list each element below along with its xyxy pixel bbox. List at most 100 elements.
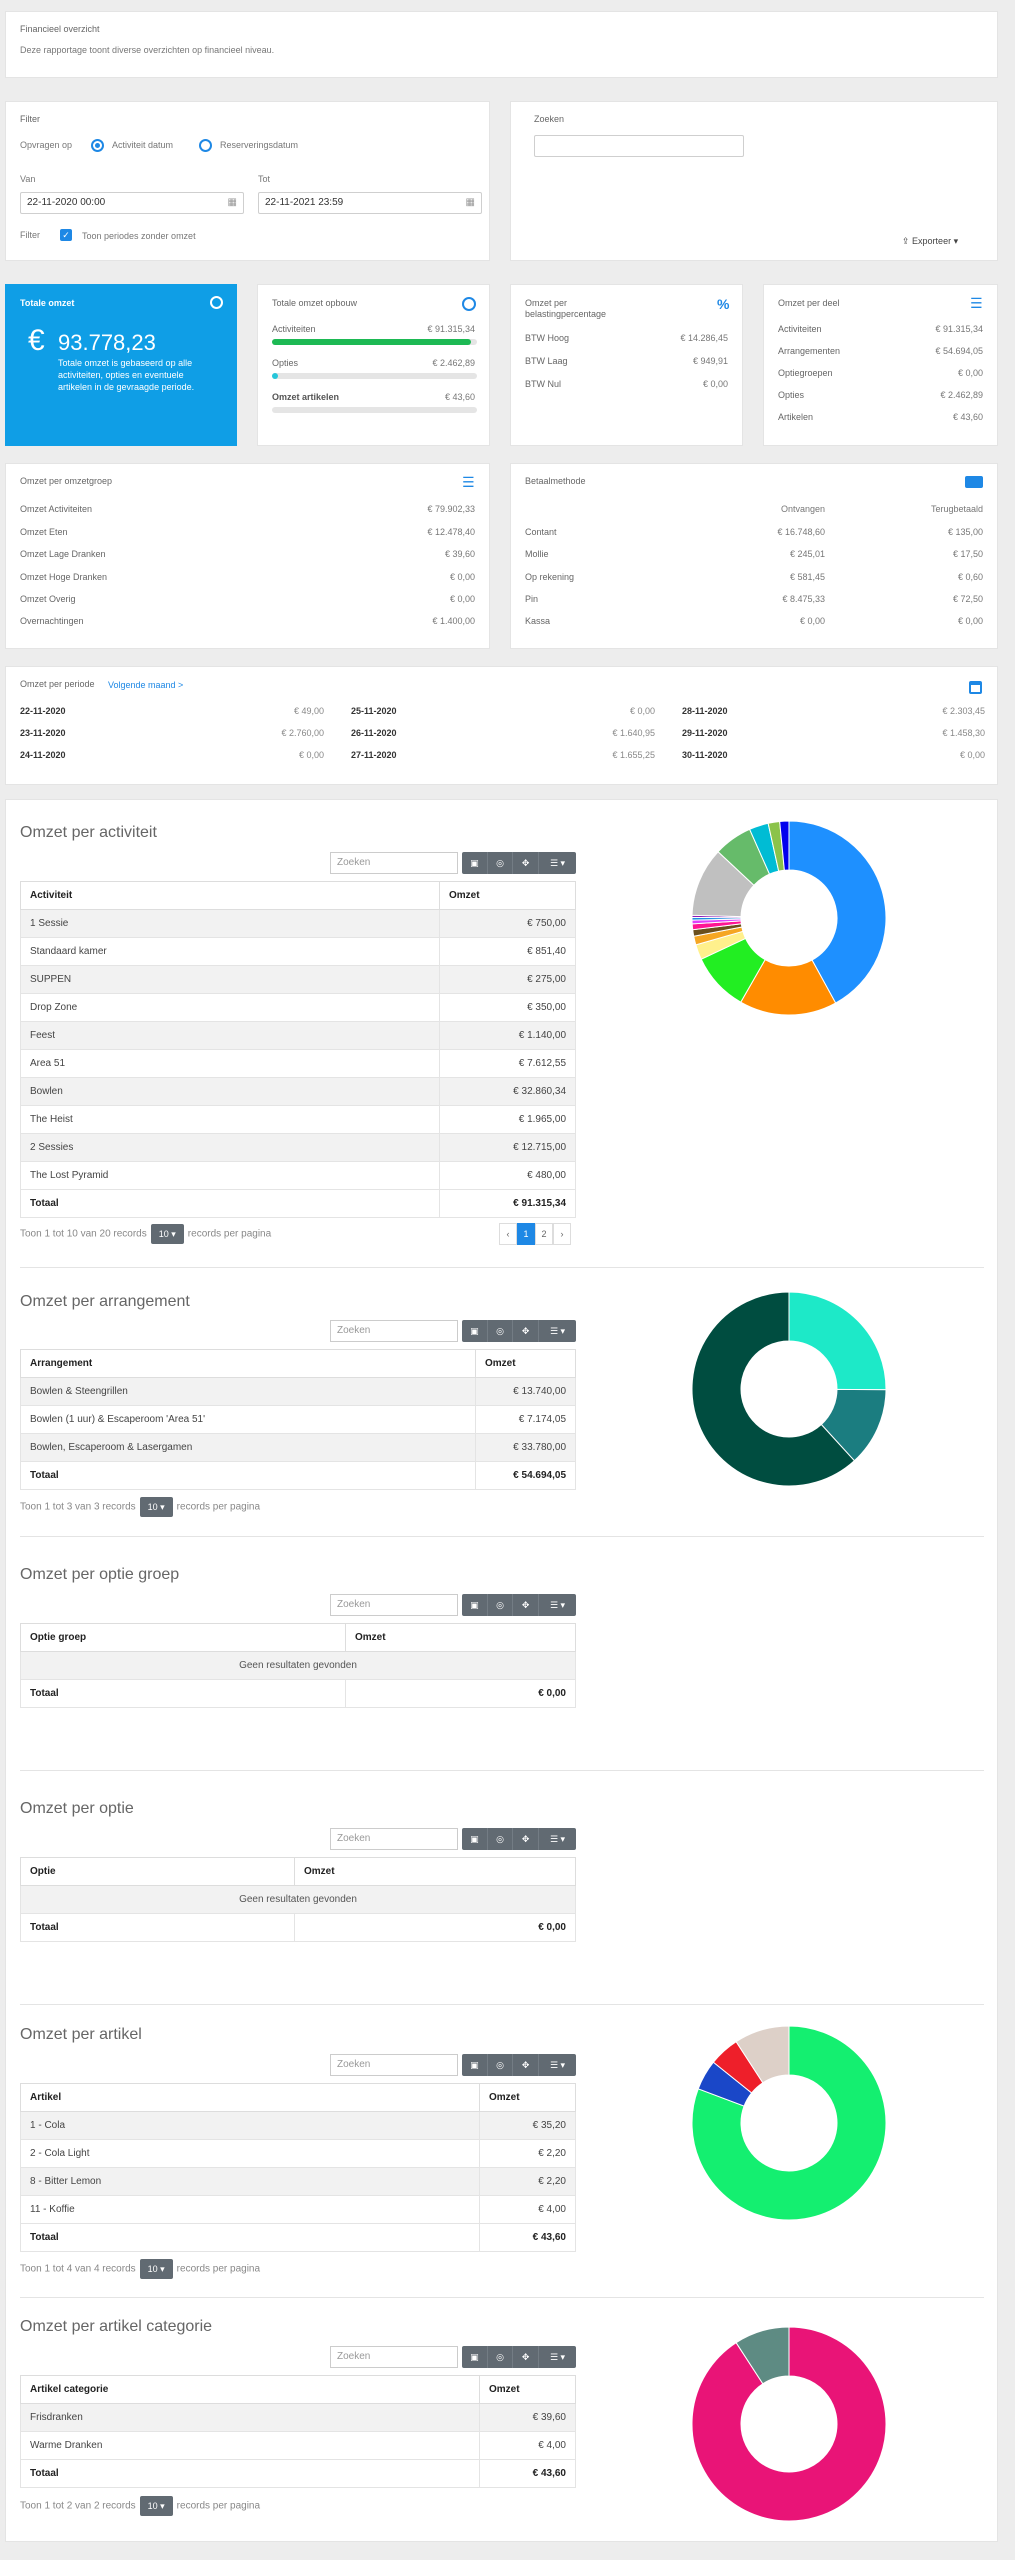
section-title: Omzet per artikel [20,2026,142,2043]
table-search-input[interactable]: Zoeken [330,1320,458,1342]
period-date: 25-11-2020 [351,706,397,716]
column-header[interactable]: Artikel [20,2083,480,2112]
cell-name: Warme Dranken [20,2431,480,2460]
total-revenue-label: Totale omzet [20,298,75,308]
column-header[interactable]: Omzet [345,1623,576,1652]
column-header[interactable]: Optie groep [20,1623,346,1652]
move-icon[interactable]: ✥ [513,2346,540,2368]
page-prev[interactable]: ‹ [499,1223,517,1245]
column-header[interactable]: Arrangement [20,1349,476,1378]
table-row: Bowlen € 32.860,34 [20,1077,576,1106]
table-search-input[interactable]: Zoeken [330,2346,458,2368]
copy-icon[interactable]: ▣ [462,2346,488,2368]
article-donut-chart [691,2025,887,2221]
column-header[interactable]: Omzet [475,1349,576,1378]
chart-slice[interactable] [735,2326,790,2385]
move-icon[interactable]: ✥ [513,2054,540,2076]
move-icon[interactable]: ✥ [513,1320,540,1342]
copy-icon[interactable]: ▣ [462,1828,488,1850]
tax-label: BTW Laag [525,356,568,366]
show-empty-periods-checkbox[interactable]: ✓ [60,229,72,241]
move-icon[interactable]: ✥ [513,1828,540,1850]
visibility-icon[interactable]: ◎ [488,2346,514,2368]
period-date: 29-11-2020 [682,728,728,738]
cell-name: 8 - Bitter Lemon [20,2167,480,2196]
period-date: 30-11-2020 [682,750,728,760]
visibility-icon[interactable]: ◎ [488,2054,514,2076]
columns-menu-icon[interactable]: ☰ ▾ [549,858,566,868]
total-label: Totaal [20,1189,440,1218]
export-icon: ⇪ [902,236,913,246]
total-label: Totaal [20,2223,480,2252]
cell-name: 1 - Cola [20,2111,480,2140]
total-label: Totaal [20,1679,346,1708]
progress-bar [272,339,477,345]
table-search-input[interactable]: Zoeken [330,2054,458,2076]
columns-menu-icon[interactable]: ☰ ▾ [549,2060,566,2070]
chart-slice[interactable] [788,820,887,1004]
reports-card: Omzet per activiteit Zoeken ▣ ◎ ✥ ☰ ▾ Activ… [5,799,998,2542]
chart-slice[interactable] [691,1291,856,1487]
chart-slice[interactable] [788,1291,887,1391]
chart-slice[interactable] [779,820,790,871]
page-length-select[interactable]: 10 ▾ [139,1497,173,1517]
columns-menu-icon[interactable]: ☰ ▾ [549,1600,566,1610]
from-date-input[interactable]: 22-11-2020 00:00 ▦ [20,192,244,214]
period-value: € 2.303,45 [942,706,985,716]
page-length-select[interactable]: 10 ▾ [139,2496,173,2516]
column-header[interactable]: Optie [20,1857,295,1886]
copy-icon[interactable]: ▣ [462,1594,488,1616]
visibility-icon[interactable]: ◎ [488,1320,514,1342]
copy-icon[interactable]: ▣ [462,1320,488,1342]
cell-name: The Lost Pyramid [20,1161,440,1190]
calendar-icon: ▦ [465,197,475,208]
export-button[interactable]: ⇪ Exporteer ▾ [902,236,959,246]
page-next[interactable]: › [553,1223,571,1245]
move-icon[interactable]: ✥ [513,852,540,874]
radio-activity-date[interactable] [91,139,104,152]
radio-reservation-date[interactable] [199,139,212,152]
column-header[interactable]: Omzet [479,2083,576,2112]
chart-slice[interactable] [691,2025,887,2221]
breakdown-label: Omzet artikelen [272,392,340,402]
chart-slice[interactable] [691,2326,887,2522]
copy-icon[interactable]: ▣ [462,2054,488,2076]
to-date-input[interactable]: 22-11-2021 23:59 ▦ [258,192,482,214]
next-month-link[interactable]: Volgende maand > [108,680,184,690]
page-2[interactable]: 2 [535,1223,553,1245]
page-length-select[interactable]: 10 ▾ [139,2259,173,2279]
column-header[interactable]: Omzet [294,1857,576,1886]
group-label: Omzet Eten [20,527,68,537]
table-search-input[interactable]: Zoeken [330,1594,458,1616]
search-title: Zoeken [534,114,565,124]
cell-value: € 12.715,00 [439,1133,576,1162]
columns-menu-icon[interactable]: ☰ ▾ [549,1326,566,1336]
column-header[interactable]: Omzet [479,2375,576,2404]
part-value: € 2.462,89 [940,390,983,400]
calendar-icon[interactable] [969,681,982,694]
table-search-input[interactable]: Zoeken [330,852,458,874]
visibility-icon[interactable]: ◎ [488,1594,514,1616]
period-date: 28-11-2020 [682,706,728,716]
move-icon[interactable]: ✥ [513,1594,540,1616]
page-length-select[interactable]: 10 ▾ [150,1224,184,1244]
chart-slice[interactable] [735,2025,790,2084]
tax-rate-card: Omzet per belastingpercentage % BTW Hoog… [510,284,743,446]
columns-menu-icon[interactable]: ☰ ▾ [549,1834,566,1844]
copy-icon[interactable]: ▣ [462,852,488,874]
column-header[interactable]: Artikel categorie [20,2375,480,2404]
page-1[interactable]: 1 [517,1223,535,1245]
cell-value: € 33.780,00 [475,1433,576,1462]
search-input[interactable] [534,135,744,157]
group-label: Omzet Activiteiten [20,504,93,514]
period-value: € 2.760,00 [281,728,324,738]
table-total-row: Totaal € 43,60 [20,2459,576,2488]
breakdown-icon [462,297,476,311]
table-search-input[interactable]: Zoeken [330,1828,458,1850]
visibility-icon[interactable]: ◎ [488,1828,514,1850]
column-header[interactable]: Omzet [439,881,576,910]
period-date: 24-11-2020 [20,750,66,760]
visibility-icon[interactable]: ◎ [488,852,514,874]
columns-menu-icon[interactable]: ☰ ▾ [549,2352,566,2362]
column-header[interactable]: Activiteit [20,881,440,910]
